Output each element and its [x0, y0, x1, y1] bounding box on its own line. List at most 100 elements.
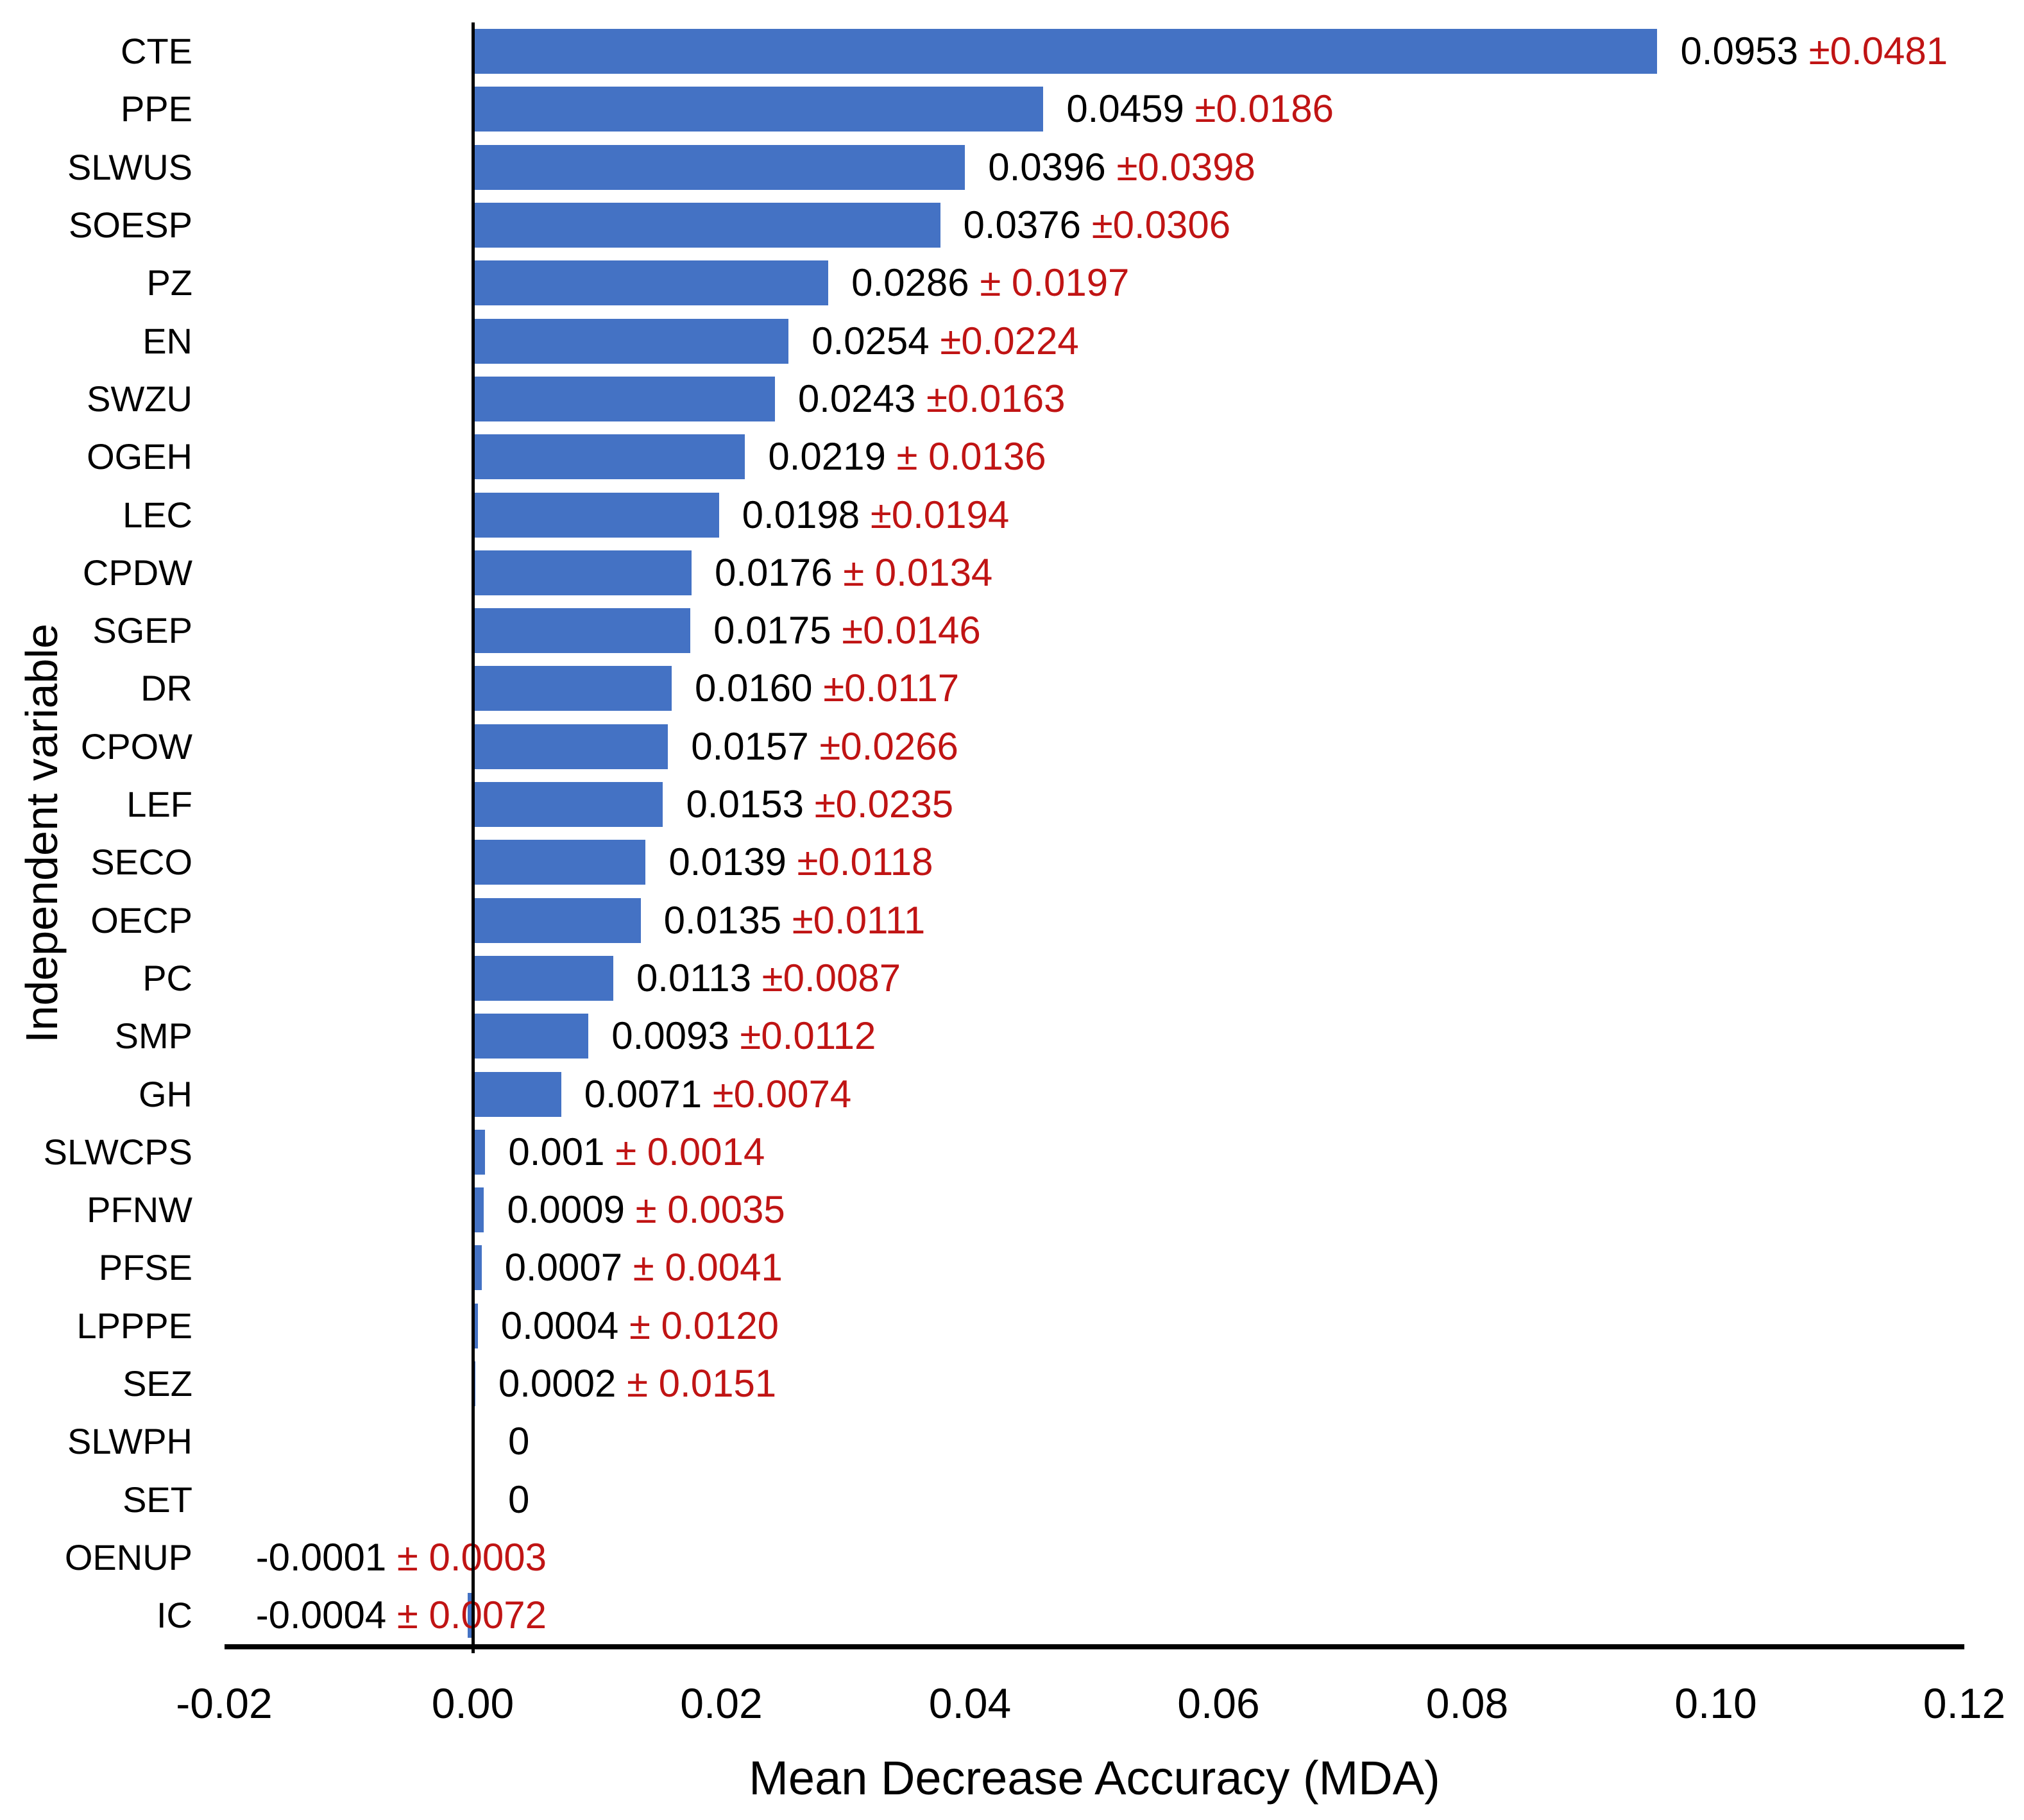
value-label-slwus: 0.0396 ±0.0398: [988, 148, 1255, 187]
x-tick-label-0.10: 0.10: [1674, 1680, 1757, 1727]
bar-pc: [473, 955, 613, 1001]
error-text: ±0.0186: [1195, 87, 1334, 131]
bar-seco: [473, 840, 646, 885]
value-label-pz: 0.0286 ± 0.0197: [851, 264, 1129, 302]
error-text: ±0.0194: [870, 493, 1010, 536]
bar-gh: [473, 1071, 561, 1117]
value-label-ic: -0.0004 ± 0.0072: [256, 1596, 547, 1635]
category-label-smp: SMP: [114, 1016, 192, 1057]
value-text: 0.0198: [742, 493, 860, 536]
bar-dr: [473, 666, 672, 711]
category-label-pfse: PFSE: [98, 1247, 192, 1288]
value-text: 0.0254: [812, 319, 930, 362]
bar-ogeh: [473, 434, 745, 480]
value-label-dr: 0.0160 ±0.0117: [695, 669, 959, 708]
error-text: ±0.0111: [792, 898, 926, 942]
error-text: ±0.0146: [842, 609, 981, 652]
error-text: ±0.0266: [819, 724, 958, 768]
error-text: ± 0.0014: [615, 1130, 765, 1173]
x-tick-label-0.06: 0.06: [1177, 1680, 1260, 1727]
bar-smp: [473, 1014, 589, 1059]
error-text: ± 0.0197: [980, 261, 1130, 305]
category-label-ogeh: OGEH: [87, 436, 192, 477]
category-label-dr: DR: [140, 668, 192, 709]
value-label-sez: 0.0002 ± 0.0151: [498, 1365, 776, 1403]
category-label-swzu: SWZU: [87, 378, 192, 419]
value-text: -0.0001: [255, 1535, 387, 1579]
value-label-lef: 0.0153 ±0.0235: [686, 785, 953, 824]
bar-lpppe: [473, 1303, 478, 1348]
x-tick-label-0.08: 0.08: [1425, 1680, 1509, 1727]
x-axis-title: Mean Decrease Accuracy (MDA): [749, 1751, 1440, 1805]
value-label-gh: 0.0071 ±0.0074: [584, 1075, 852, 1114]
value-text: 0.0139: [668, 840, 787, 884]
value-label-lec: 0.0198 ±0.0194: [742, 493, 1010, 536]
value-text: 0.0093: [611, 1014, 729, 1058]
error-text: ±0.0087: [761, 956, 901, 999]
value-text: 0.0157: [691, 724, 809, 768]
y-axis-line: [471, 22, 475, 1653]
category-label-lpppe: LPPPE: [76, 1305, 192, 1346]
value-label-pfnw: 0.0009 ± 0.0035: [507, 1191, 785, 1229]
category-label-en: EN: [142, 320, 192, 361]
category-label-slwph: SLWPH: [67, 1421, 192, 1462]
category-label-cte: CTE: [121, 31, 192, 72]
bar-slwcps: [473, 1129, 486, 1175]
value-text: 0.0953: [1680, 30, 1798, 73]
value-text: 0.0160: [695, 667, 813, 710]
value-text: 0.0135: [663, 898, 782, 942]
error-text: ± 0.0151: [627, 1362, 777, 1406]
value-label-cte: 0.0953 ±0.0481: [1680, 32, 1948, 71]
category-label-lef: LEF: [126, 784, 192, 825]
value-label-sgep: 0.0175 ±0.0146: [713, 611, 981, 650]
value-text: 0.0071: [584, 1072, 702, 1116]
error-text: ±0.0118: [797, 840, 933, 884]
x-tick-label-0.12: 0.12: [1923, 1680, 2006, 1727]
value-label-seco: 0.0139 ±0.0118: [668, 843, 933, 881]
error-text: ± 0.0136: [896, 435, 1046, 479]
error-text: ±0.0306: [1091, 203, 1231, 247]
value-text: 0.0153: [686, 783, 804, 826]
category-label-pfnw: PFNW: [87, 1189, 192, 1230]
bar-ic: [468, 1593, 473, 1638]
bar-pz: [473, 260, 829, 306]
bar-pfnw: [473, 1187, 484, 1233]
value-label-oecp: 0.0135 ±0.0111: [664, 901, 926, 940]
value-label-set: 0: [508, 1477, 530, 1521]
value-label-smp: 0.0093 ±0.0112: [611, 1017, 876, 1055]
bar-sgep: [473, 608, 691, 654]
category-label-sez: SEZ: [123, 1363, 192, 1404]
category-label-set: SET: [123, 1479, 192, 1520]
bar-oecp: [473, 897, 641, 943]
error-text: ±0.0235: [814, 783, 954, 826]
value-text: 0.0007: [504, 1246, 623, 1289]
value-label-cpow: 0.0157 ±0.0266: [691, 727, 958, 766]
error-text: ±0.0074: [712, 1072, 852, 1116]
category-label-pc: PC: [142, 957, 192, 998]
value-label-en: 0.0254 ±0.0224: [812, 319, 1079, 362]
bar-pfse: [473, 1245, 482, 1291]
error-text: ±0.0224: [940, 319, 1079, 362]
category-label-oecp: OECP: [90, 899, 192, 940]
bar-lec: [473, 492, 719, 538]
value-text: 0: [508, 1477, 530, 1521]
x-tick-label--0.02: -0.02: [176, 1680, 273, 1727]
value-text: 0.0286: [851, 261, 969, 305]
value-label-slwph: 0: [508, 1422, 529, 1461]
value-text: 0.0243: [797, 377, 916, 420]
x-tick-label-0.04: 0.04: [928, 1680, 1012, 1727]
value-text: 0.0176: [715, 550, 833, 594]
error-text: ±0.0112: [740, 1014, 876, 1058]
value-label-soesp: 0.0376 ±0.0306: [964, 206, 1231, 244]
error-text: ±0.0481: [1808, 30, 1948, 73]
value-text: 0.0459: [1066, 87, 1184, 131]
error-text: ± 0.0035: [635, 1188, 785, 1232]
value-text: 0: [508, 1420, 530, 1463]
bar-lef: [473, 782, 663, 828]
category-label-sgep: SGEP: [92, 610, 192, 651]
category-label-gh: GH: [139, 1073, 192, 1114]
value-text: 0.0175: [713, 609, 831, 652]
category-label-pz: PZ: [146, 262, 192, 303]
value-text: 0.0396: [988, 145, 1106, 189]
category-label-ic: IC: [157, 1595, 192, 1636]
